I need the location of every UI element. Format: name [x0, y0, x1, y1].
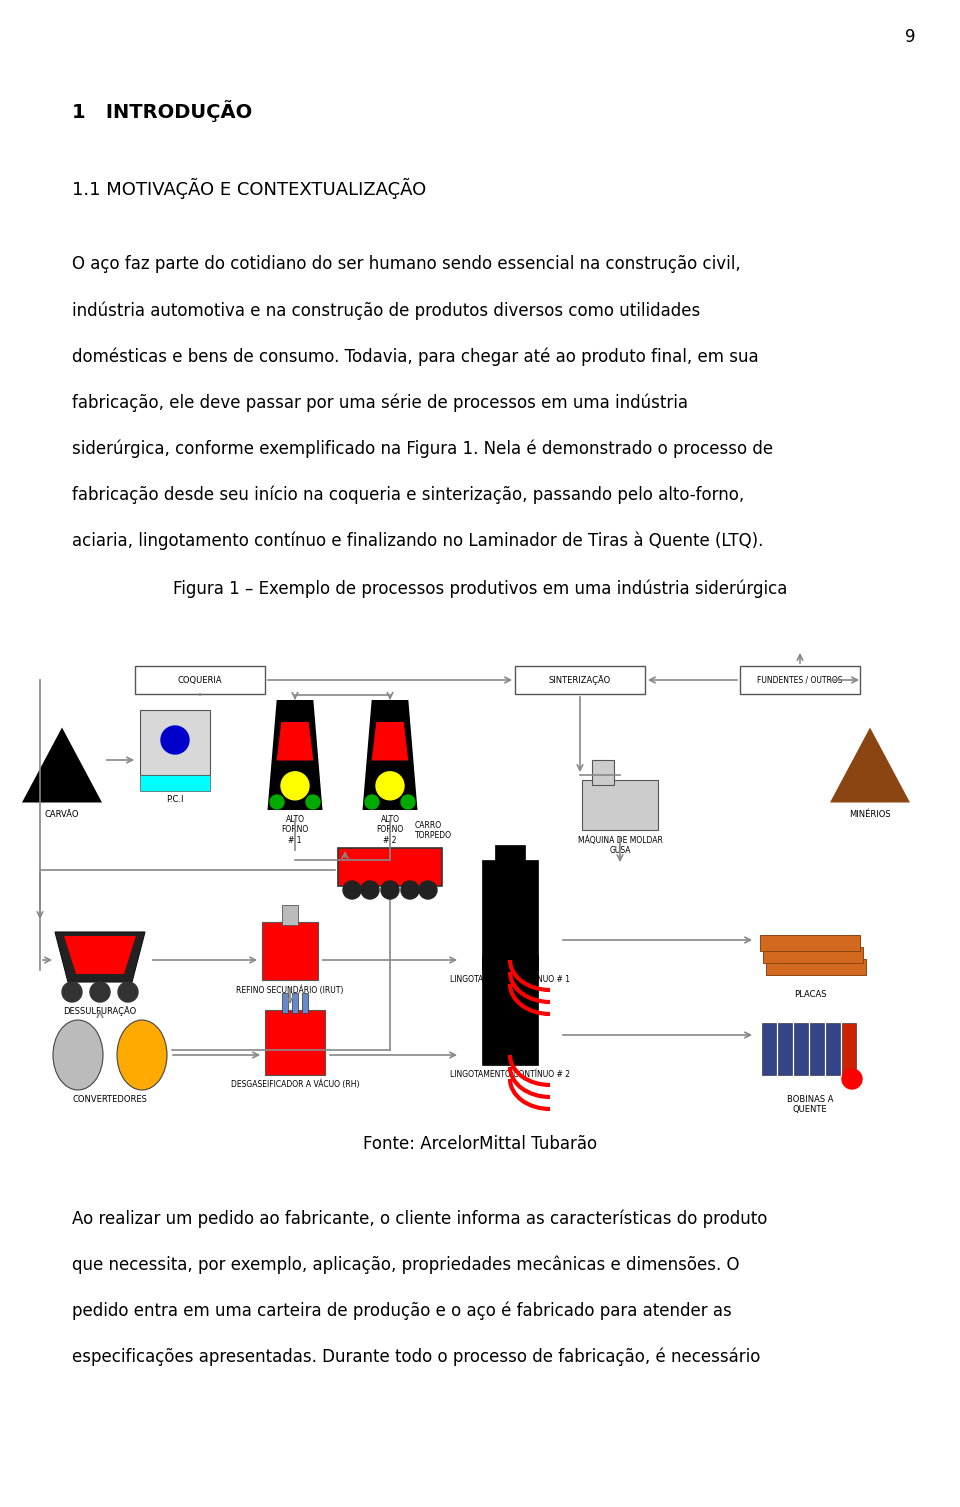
Bar	[592, 760, 614, 785]
Bar	[135, 666, 265, 695]
Polygon shape	[22, 728, 102, 803]
Ellipse shape	[53, 1020, 103, 1090]
Text: pedido entra em uma carteira de produção e o aço é fabricado para atender as: pedido entra em uma carteira de produção…	[72, 1302, 732, 1320]
Bar	[495, 845, 525, 865]
Bar	[495, 940, 525, 960]
Bar	[778, 1023, 792, 1074]
Text: CARVÃO: CARVÃO	[45, 809, 80, 818]
Circle shape	[90, 983, 110, 1002]
Text: MINÉRIOS: MINÉRIOS	[850, 809, 891, 818]
Ellipse shape	[117, 1020, 167, 1090]
Text: Ao realizar um pedido ao fabricante, o cliente informa as características do pro: Ao realizar um pedido ao fabricante, o c…	[72, 1210, 767, 1228]
Text: ALTO
FORNO
# 1: ALTO FORNO # 1	[281, 815, 308, 845]
Text: especificações apresentadas. Durante todo o processo de fabricação, é necessário: especificações apresentadas. Durante tod…	[72, 1347, 760, 1367]
Circle shape	[281, 772, 309, 800]
Circle shape	[343, 882, 361, 900]
Text: Figura 1 – Exemplo de processos produtivos em uma indústria siderúrgica: Figura 1 – Exemplo de processos produtiv…	[173, 580, 787, 598]
Bar	[282, 906, 298, 925]
Bar	[740, 666, 860, 695]
Circle shape	[381, 882, 399, 900]
Bar	[810, 1023, 824, 1074]
Text: domésticas e bens de consumo. Todavia, para chegar até ao produto final, em sua: domésticas e bens de consumo. Todavia, p…	[72, 347, 758, 366]
Text: FUNDENTES / OUTROS: FUNDENTES / OUTROS	[757, 675, 843, 684]
Text: MÁQUINA DE MOLDAR
GUSA: MÁQUINA DE MOLDAR GUSA	[578, 835, 662, 854]
Bar	[302, 993, 308, 1013]
Bar	[292, 993, 298, 1013]
Bar	[794, 1023, 808, 1074]
Polygon shape	[64, 936, 136, 974]
Circle shape	[419, 882, 437, 900]
Text: indústria automotiva e na construção de produtos diversos como utilidades: indústria automotiva e na construção de …	[72, 301, 700, 319]
Bar	[338, 848, 442, 886]
Bar	[515, 666, 645, 695]
Text: REFINO SECUNDÁRIO (IRUT): REFINO SECUNDÁRIO (IRUT)	[236, 986, 344, 995]
Text: ALTO
FORNO
# 2: ALTO FORNO # 2	[376, 815, 403, 845]
Circle shape	[270, 796, 284, 809]
Text: que necessita, por exemplo, aplicação, propriedades mecânicas e dimensões. O: que necessita, por exemplo, aplicação, p…	[72, 1255, 739, 1275]
Bar	[582, 781, 658, 830]
Circle shape	[62, 983, 82, 1002]
Bar	[766, 958, 866, 975]
Bar	[842, 1023, 856, 1074]
Polygon shape	[363, 699, 418, 809]
Text: LINGOTAMENTO CONTÍNUO # 2: LINGOTAMENTO CONTÍNUO # 2	[450, 1070, 570, 1079]
Polygon shape	[372, 722, 408, 761]
Text: DESSULFURAÇÃO: DESSULFURAÇÃO	[63, 1007, 136, 1016]
Circle shape	[161, 726, 189, 754]
Bar	[762, 1023, 776, 1074]
Bar	[760, 934, 860, 951]
Text: 1   INTRODUÇÃO: 1 INTRODUÇÃO	[72, 99, 252, 122]
Text: 9: 9	[904, 29, 915, 47]
Text: aciaria, lingotamento contínuo e finalizando no Laminador de Tiras à Quente (LTQ: aciaria, lingotamento contínuo e finaliz…	[72, 530, 763, 550]
Polygon shape	[55, 931, 145, 983]
Polygon shape	[268, 699, 323, 809]
Text: fabricação, ele deve passar por uma série de processos em uma indústria: fabricação, ele deve passar por uma séri…	[72, 393, 688, 411]
Text: SINTERIZAÇÃO: SINTERIZAÇÃO	[549, 675, 612, 686]
Text: CONVERTEDORES: CONVERTEDORES	[73, 1096, 148, 1105]
Text: siderúrgica, conforme exemplificado na Figura 1. Nela é demonstrado o processo d: siderúrgica, conforme exemplificado na F…	[72, 439, 773, 458]
Bar	[763, 946, 863, 963]
Polygon shape	[276, 722, 313, 761]
Bar	[262, 922, 318, 980]
Bar	[265, 1010, 325, 1074]
Text: O aço faz parte do cotidiano do ser humano sendo essencial na construção civil,: O aço faz parte do cotidiano do ser huma…	[72, 255, 741, 273]
Text: COQUERIA: COQUERIA	[178, 675, 223, 684]
Circle shape	[401, 796, 415, 809]
Bar	[140, 775, 210, 791]
Bar	[482, 860, 538, 971]
Bar	[826, 1023, 840, 1074]
Text: fabricação desde seu início na coqueria e sinterização, passando pelo alto-forno: fabricação desde seu início na coqueria …	[72, 485, 744, 503]
Text: DESGASEIFICADOR A VÁCUO (RH): DESGASEIFICADOR A VÁCUO (RH)	[230, 1081, 359, 1090]
Text: Fonte: ArcelorMittal Tubarão: Fonte: ArcelorMittal Tubarão	[363, 1135, 597, 1153]
Circle shape	[118, 983, 138, 1002]
Text: P.C.I: P.C.I	[166, 796, 183, 805]
Circle shape	[306, 796, 320, 809]
Text: LINGOTAMENTO CONTÍNUO # 1: LINGOTAMENTO CONTÍNUO # 1	[450, 975, 570, 984]
Circle shape	[365, 796, 379, 809]
Polygon shape	[830, 728, 910, 803]
Text: CARRO
TORPEDO: CARRO TORPEDO	[415, 821, 452, 839]
Circle shape	[842, 1068, 862, 1090]
Bar	[482, 955, 538, 1065]
Circle shape	[401, 882, 419, 900]
Text: PLACAS: PLACAS	[794, 990, 827, 999]
Circle shape	[361, 882, 379, 900]
Bar	[282, 993, 288, 1013]
Bar	[140, 710, 210, 775]
Text: 1.1 MOTIVAÇÃO E CONTEXTUALIZAÇÃO: 1.1 MOTIVAÇÃO E CONTEXTUALIZAÇÃO	[72, 178, 426, 199]
Circle shape	[376, 772, 404, 800]
Text: BOBINAS A
QUENTE: BOBINAS A QUENTE	[787, 1096, 833, 1114]
